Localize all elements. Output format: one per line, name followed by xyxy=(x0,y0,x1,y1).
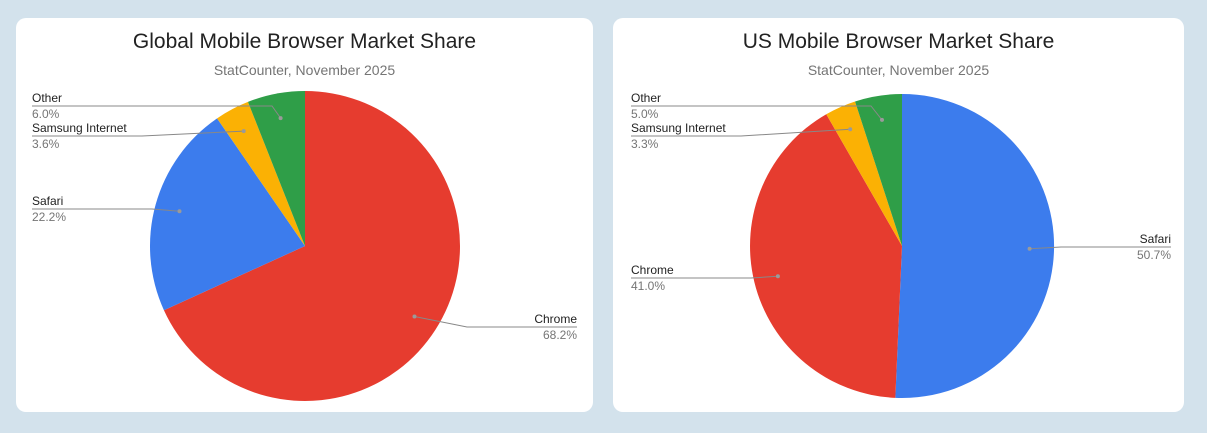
leader-dot xyxy=(412,314,417,319)
chart-subtitle: StatCounter, November 2025 xyxy=(807,62,990,78)
pie-slices xyxy=(750,93,1055,398)
pie-labels: Safari 50.7% Chrome 41.0% Samsung Internet 3.… xyxy=(631,91,1171,293)
us-pie-chart: Safari 50.7% Chrome 41.0% Samsung Internet 3.… xyxy=(631,91,1171,398)
slice-label-name: Other xyxy=(32,91,62,105)
leader-dot xyxy=(880,117,884,122)
leader-dot xyxy=(775,274,780,279)
slice-label-name: Samsung Internet xyxy=(32,121,127,135)
leader-dot xyxy=(278,116,283,121)
global-pie-chart: Chrome 68.2% Safari 22.2% Samsung Internet 3.… xyxy=(32,91,577,401)
pie-slice-chrome xyxy=(163,91,460,401)
slice-label-name: Chrome xyxy=(631,263,674,277)
slice-label-value: 22.2% xyxy=(32,210,66,224)
leader-line xyxy=(1029,246,1171,250)
slice-label-name: Chrome xyxy=(534,312,577,326)
leader-dot xyxy=(241,129,246,134)
slice-label-name: Safari xyxy=(1140,232,1171,246)
pie-slice-other xyxy=(247,91,305,246)
slice-label-name: Samsung Internet xyxy=(631,121,726,135)
slice-label-name: Other xyxy=(631,91,661,105)
pie-label-chrome: Chrome 41.0% xyxy=(631,263,780,293)
slice-label-name: Safari xyxy=(32,194,63,208)
global-chart-card: Global Mobile Browser Market Share StatC… xyxy=(16,18,593,412)
pie-slice-samsung-internet xyxy=(826,101,902,246)
leader-line xyxy=(32,105,282,119)
pie-slice-other xyxy=(855,94,902,246)
pie-slice-chrome xyxy=(750,114,902,398)
leader-line xyxy=(32,208,180,212)
pie-label-safari: Safari 50.7% xyxy=(1027,232,1171,262)
leader-line xyxy=(631,105,883,121)
pie-labels: Chrome 68.2% Safari 22.2% Samsung Internet 3.… xyxy=(32,91,577,342)
pie-slice-safari xyxy=(895,93,1055,398)
leader-line xyxy=(32,130,244,137)
pie-slice-samsung-internet xyxy=(217,101,305,246)
slice-label-value: 3.3% xyxy=(631,137,659,151)
pie-label-samsung-internet: Samsung Internet 3.6% xyxy=(32,121,246,151)
leader-line xyxy=(631,275,778,279)
pie-label-other: Other 6.0% xyxy=(32,91,283,121)
pie-slices xyxy=(149,91,460,401)
slice-label-value: 68.2% xyxy=(543,328,577,342)
slice-label-value: 6.0% xyxy=(32,107,60,121)
leader-line xyxy=(414,316,577,328)
slice-label-value: 5.0% xyxy=(631,107,659,121)
chart-subtitle: StatCounter, November 2025 xyxy=(213,62,396,78)
slice-label-value: 50.7% xyxy=(1137,248,1171,262)
pie-label-samsung-internet: Samsung Internet 3.3% xyxy=(631,121,853,151)
pie-label-safari: Safari 22.2% xyxy=(32,194,182,224)
leader-line xyxy=(631,128,851,137)
pie-slice-safari xyxy=(149,118,305,311)
slice-label-value: 41.0% xyxy=(631,279,665,293)
pie-label-other: Other 5.0% xyxy=(631,91,884,122)
chart-title: Global Mobile Browser Market Share xyxy=(132,30,477,53)
leader-dot xyxy=(1027,246,1032,251)
leader-dot xyxy=(848,127,853,132)
slice-label-value: 3.6% xyxy=(32,137,60,151)
chart-title: US Mobile Browser Market Share xyxy=(742,30,1055,53)
us-chart-card: US Mobile Browser Market Share StatCount… xyxy=(613,18,1184,412)
leader-dot xyxy=(177,209,182,214)
pie-label-chrome: Chrome 68.2% xyxy=(412,312,577,342)
